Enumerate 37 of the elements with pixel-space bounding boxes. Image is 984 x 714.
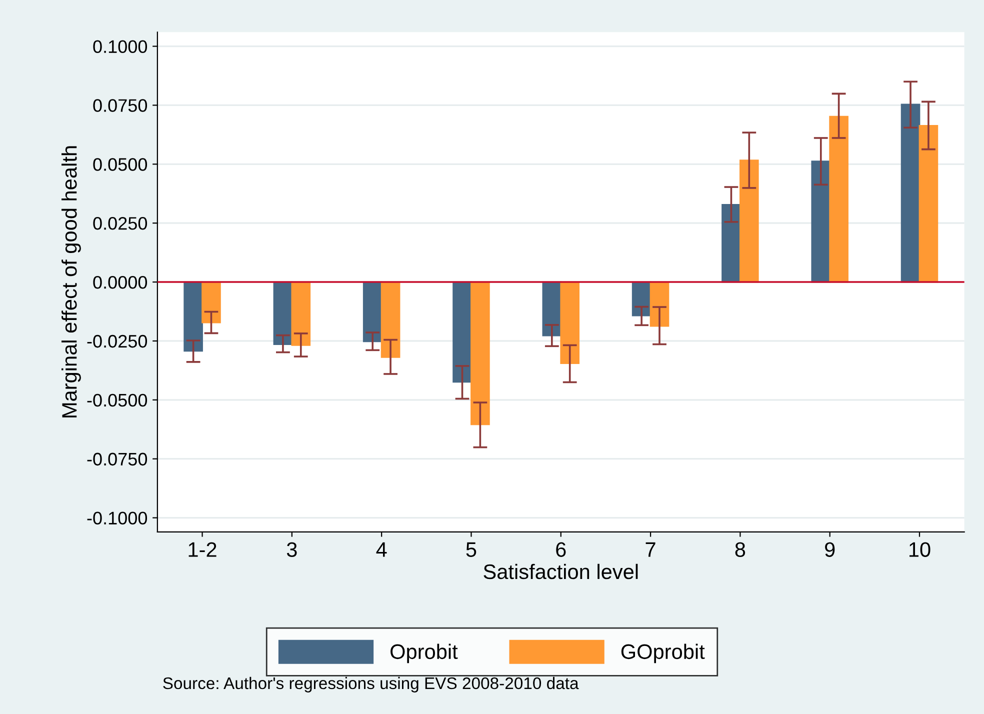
bar: [829, 116, 848, 283]
y-tick-label: -0.0750: [87, 452, 148, 466]
bar: [380, 281, 400, 358]
y-tick-label: 0.0500: [93, 158, 148, 171]
bar: [291, 281, 311, 346]
bar: [202, 281, 221, 324]
x-tick-label: 5: [466, 542, 476, 557]
bar: [470, 281, 490, 426]
y-tick-label: 0.0750: [93, 99, 148, 112]
y-tick-label: 0.1000: [93, 40, 148, 53]
y-tick-label: -0.0250: [87, 334, 148, 348]
y-tick-label: 0.0000: [93, 276, 148, 289]
bar: [739, 160, 759, 283]
bar: [900, 104, 920, 283]
x-tick-label: 4: [376, 542, 387, 557]
x-tick-label: 1-2: [188, 542, 216, 557]
x-tick-label: 10: [909, 542, 930, 557]
source-note: Source: Author's regressions using EVS 2008-2010 data: [163, 676, 579, 692]
bar: [362, 281, 382, 342]
x-tick-label: 7: [646, 542, 656, 557]
bar: [184, 281, 203, 352]
x-tick-label: 8: [735, 542, 746, 557]
bar: [560, 281, 580, 364]
x-tick-label: 3: [286, 542, 297, 557]
x-tick-label: 9: [825, 542, 835, 557]
x-tick-label: 6: [556, 542, 566, 557]
bar: [918, 125, 938, 283]
bar: [811, 160, 831, 283]
y-tick-label: -0.1000: [87, 512, 148, 525]
x-axis-title: Satisfaction level: [484, 564, 638, 580]
bar: [722, 204, 741, 283]
legend-label: Oprobit: [390, 644, 458, 664]
y-tick-label: -0.0500: [87, 394, 148, 407]
legend-label: GOprobit: [621, 644, 705, 664]
y-tick-label: 0.0250: [93, 217, 148, 230]
y-axis-title: Marginal effect of good health: [62, 146, 81, 418]
bar: [452, 281, 472, 383]
